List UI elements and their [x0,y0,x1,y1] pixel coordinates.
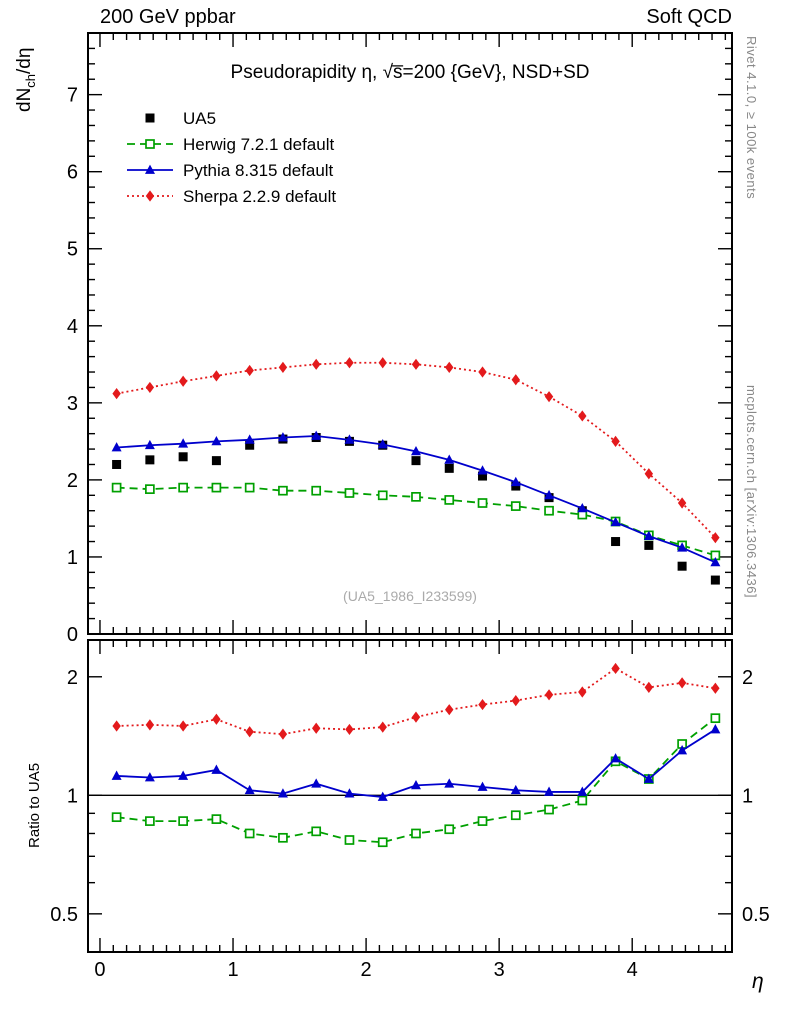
legend-label-pythia: Pythia 8.315 default [183,161,334,180]
svg-text:5: 5 [67,239,78,261]
header-beam-label: 200 GeV ppbar [100,6,236,28]
ylabel-sub: ch [22,73,38,88]
svg-text:3: 3 [67,393,78,415]
svg-text:2: 2 [361,959,372,981]
rivet-version-label: Rivet 4.1.0, ≥ 100k events [744,36,759,200]
analysis-watermark: (UA5_1986_I233599) [343,588,477,604]
svg-text:6: 6 [67,162,78,184]
y-axis-title-ratio: Ratio to UA5 [26,762,43,848]
y-axis-title-main: dNch/dη [14,48,38,112]
svg-text:2: 2 [742,667,753,689]
svg-text:1: 1 [227,959,238,981]
series-herwig [111,482,721,848]
svg-text:2: 2 [67,470,78,492]
header-process-label: Soft QCD [646,6,732,28]
legend-label-herwig: Herwig 7.2.1 default [183,135,334,154]
svg-text:2: 2 [67,667,78,689]
svg-text:0: 0 [67,624,78,646]
svg-text:1: 1 [67,785,78,807]
axes [87,32,733,953]
series-pythia [111,430,721,801]
plot-title: Pseudorapidity η, √s̅=200 {GeV}, NSD+SD [230,62,590,83]
svg-text:4: 4 [67,316,78,338]
series-sherpa [112,357,720,740]
svg-text:0.5: 0.5 [742,904,770,926]
svg-text:7: 7 [67,85,78,107]
series-ua5 [112,433,720,585]
svg-text:4: 4 [627,959,638,981]
svg-text:0.5: 0.5 [50,904,78,926]
x-axis-title: η [752,970,764,993]
tick-labels: 0 1 2 3 4 5 6 7 0.5 0.5 1 1 2 2 0 1 2 3 4 [50,85,770,981]
legend-label-sherpa: Sherpa 2.2.9 default [183,187,336,206]
svg-text:0: 0 [94,959,105,981]
mcplots-credit-label: mcplots.cern.ch [arXiv:1306.3436] [744,385,759,599]
legend-label-ua5: UA5 [183,109,216,128]
svg-text:1: 1 [742,785,753,807]
legend: UA5 Herwig 7.2.1 default Pythia 8.315 defa… [127,109,336,206]
ylabel-post: /dη [14,47,35,74]
ylabel-pre: dN [14,87,35,112]
svg-text:1: 1 [67,547,78,569]
svg-text:3: 3 [494,959,505,981]
